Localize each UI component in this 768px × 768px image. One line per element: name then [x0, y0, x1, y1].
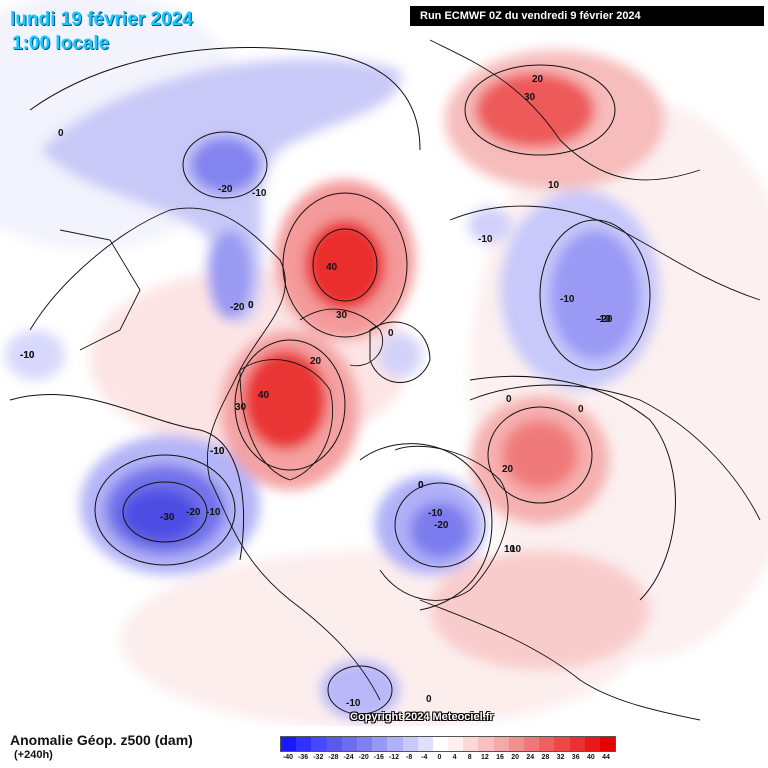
- contour-label: 30: [235, 402, 247, 413]
- legend-tick-label: 32: [556, 754, 565, 761]
- contour-label-group: 0 -20 -10 -10 -20 0 -10 40 30 20 0 40 30…: [20, 74, 613, 709]
- legend-swatch: [508, 737, 524, 751]
- contour-label: 30: [336, 310, 348, 321]
- legend-swatch: [281, 737, 297, 751]
- color-scale-legend: [280, 736, 617, 752]
- legend-tick-label: -36: [298, 754, 309, 761]
- legend-swatch: [493, 737, 509, 751]
- contour-label: 20: [532, 74, 544, 85]
- contour-label: 0: [388, 328, 394, 339]
- copyright-notice: Copyright 2024 Meteociel.fr: [350, 711, 494, 723]
- legend-tick-label: -32: [313, 754, 324, 761]
- contour-label: -10: [20, 350, 35, 361]
- valid-date-title: lundi 19 février 2024: [10, 9, 193, 30]
- legend-tick-label: 20: [511, 754, 520, 761]
- legend-swatch: [341, 737, 357, 751]
- legend-swatch: [326, 737, 342, 751]
- coastlines: [29, 39, 761, 721]
- contour-lines: [9, 47, 676, 715]
- legend-tick-label: -8: [406, 754, 413, 761]
- legend-tick-label: 16: [496, 754, 504, 761]
- legend-swatch: [539, 737, 555, 751]
- legend-tick-label: 0: [437, 754, 442, 761]
- anomaly-field: [0, 0, 768, 726]
- legend-swatch: [432, 737, 449, 751]
- contour-label: 0: [418, 480, 424, 491]
- contour-label: 0: [426, 694, 432, 705]
- anomaly-map: 0 -20 -10 -10 -20 0 -10 40 30 20 0 40 30…: [0, 0, 768, 726]
- contour-label: -30: [160, 512, 175, 523]
- contour-label: -20: [434, 520, 449, 531]
- legend-swatch: [478, 737, 494, 751]
- legend-tick-label: -12: [388, 754, 400, 761]
- legend-swatch: [311, 737, 327, 751]
- contour-label: 0: [578, 404, 584, 415]
- legend-tick-label: -4: [421, 754, 428, 761]
- map-canvas: 0 -20 -10 -10 -20 0 -10 40 30 20 0 40 30…: [0, 0, 768, 726]
- legend-tick-label: -24: [343, 754, 354, 761]
- legend-swatch: [387, 737, 403, 751]
- contour-label: -10: [346, 698, 361, 709]
- contour-label: 0: [418, 480, 424, 491]
- contour-label: -20: [218, 184, 233, 195]
- contour-label: 10: [510, 544, 522, 555]
- legend-tick-label: 44: [602, 754, 610, 761]
- legend-swatch: [584, 737, 600, 751]
- contour-label: -10: [252, 188, 267, 199]
- contour-label: 20: [502, 464, 514, 475]
- legend-tick-label: -20: [358, 754, 369, 761]
- model-run-label: Run ECMWF 0Z du vendredi 9 février 2024: [410, 6, 764, 26]
- color-scale-ticks: -40 -36 -32 -28 -24 -20 -16 -12 -8 -4 0 4 8 12 16 20 24 2…: [280, 754, 614, 766]
- legend-tick-label: -28: [328, 754, 339, 761]
- legend-tick-label: -40: [282, 754, 294, 761]
- legend-tick-label: 28: [541, 754, 550, 761]
- legend-tick-label: 12: [480, 754, 489, 761]
- legend-swatch: [569, 737, 585, 751]
- contour-label: 30: [524, 92, 536, 103]
- legend-tick-label: 4: [452, 754, 457, 761]
- contour-label: 0: [248, 300, 254, 311]
- contour-label: -10: [428, 508, 443, 519]
- contour-label: -20: [186, 507, 201, 518]
- variable-title: Anomalie Géop. z500 (dam): [10, 732, 193, 748]
- contour-label: 40: [258, 390, 270, 401]
- contour-label: -10: [478, 234, 493, 245]
- legend-swatch: [554, 737, 570, 751]
- legend-swatch: [372, 737, 388, 751]
- legend-swatch: [402, 737, 418, 751]
- contour-label: -20: [230, 302, 245, 313]
- lead-time-label: (+240h): [14, 749, 53, 761]
- legend-swatch: [296, 737, 312, 751]
- legend-tick-label: 8: [467, 754, 472, 761]
- contour-label: -20: [598, 314, 613, 325]
- contour-label: 0: [248, 300, 254, 311]
- contour-label: -10: [596, 314, 611, 325]
- legend-tick-label: 24: [526, 754, 535, 761]
- legend-swatch: [463, 737, 479, 751]
- contour-label: 10: [504, 544, 516, 555]
- legend-tick-label: -16: [373, 754, 384, 761]
- legend-tick-label: 40: [586, 754, 595, 761]
- contour-label: 10: [548, 180, 560, 191]
- footer-bar: Anomalie Géop. z500 (dam) (+240h) -40 -36…: [0, 726, 768, 768]
- legend-swatch: [356, 737, 373, 751]
- valid-time-title: 1:00 locale: [12, 33, 110, 54]
- legend-swatch: [524, 737, 540, 751]
- legend-swatch: [599, 737, 616, 751]
- contour-label: 40: [326, 262, 338, 273]
- legend-swatch: [448, 737, 464, 751]
- legend-swatch: [417, 737, 433, 751]
- contour-label: -10: [206, 507, 221, 518]
- contour-label: 20: [310, 356, 322, 367]
- contour-label: -10: [560, 294, 575, 305]
- contour-label: -10: [210, 446, 225, 457]
- contour-label: -10: [20, 350, 35, 361]
- contour-label: -10: [210, 446, 225, 457]
- legend-tick-label: 36: [571, 754, 580, 761]
- contour-label: 0: [58, 128, 64, 139]
- contour-label: 0: [506, 394, 512, 405]
